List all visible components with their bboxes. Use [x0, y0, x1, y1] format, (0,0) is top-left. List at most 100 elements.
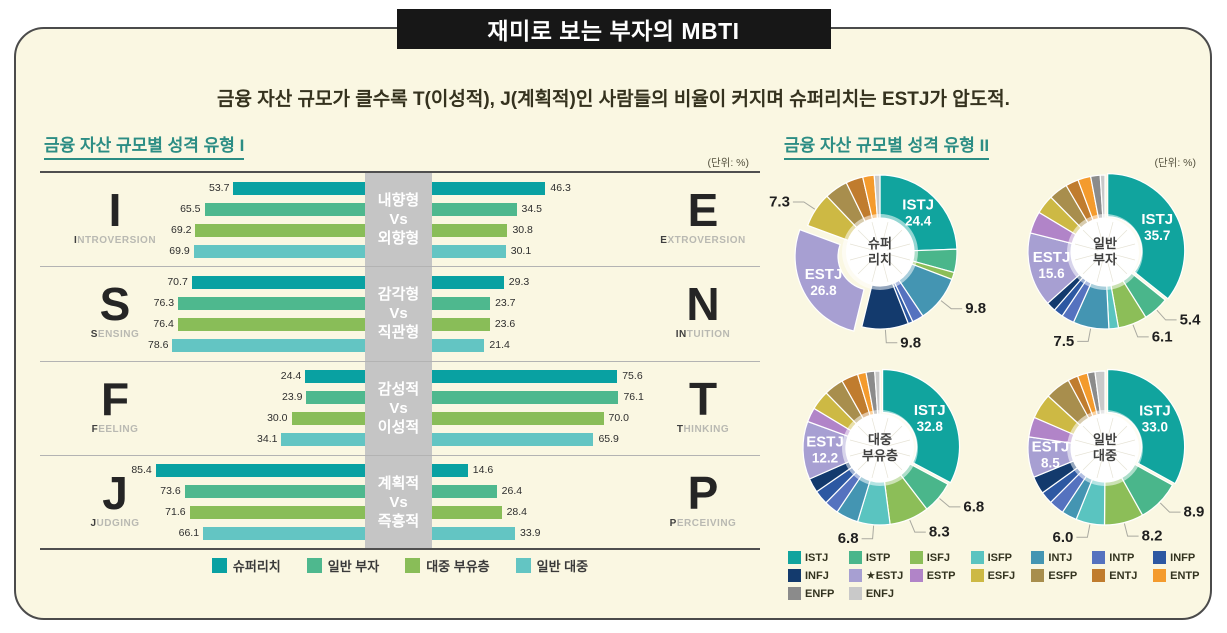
hole-texture-line [886, 439, 911, 447]
mbti-legend-item: INTJ [1031, 551, 1090, 564]
mbti-legend-label: ESTP [926, 569, 956, 582]
legend-item: 대중 부유층 [405, 556, 490, 575]
slice-inside-label: ESTJ 26.8 [805, 266, 843, 298]
mbti-legend-label: INTP [1109, 551, 1135, 564]
hole-texture-line [1109, 256, 1128, 275]
hole-texture-line [1082, 256, 1101, 275]
bar-left [204, 202, 365, 216]
hole-texture-line [857, 425, 876, 444]
group-separator [40, 266, 760, 268]
hole-texture-line [849, 449, 874, 457]
callout-line [1123, 523, 1139, 537]
donut-super-rich: 9.8 9.8 7.3 ISTJ 24.4 ESTJ 26.8 슈퍼리치 [769, 174, 986, 352]
callout-line [909, 519, 926, 533]
vs-labels: 감성적 Vs 이성적 [377, 380, 420, 436]
mbti-legend-swatch [788, 569, 801, 582]
bar-value-label: 28.4 [506, 506, 528, 519]
bar-left [155, 464, 365, 478]
donut-center-label: 슈퍼 [868, 236, 892, 251]
hole-texture-line [1106, 221, 1114, 246]
trait-letter-left: S SENSING [40, 281, 190, 340]
bar-left [195, 223, 365, 237]
mbti-legend-item: ISTP [848, 551, 908, 564]
mbti-legend-swatch [1153, 551, 1167, 564]
slice-inside-label: ISTJ 32.8 [914, 402, 946, 434]
mbti-legend-item: ★ESTJ [848, 569, 908, 582]
trait-word: INTUITION [675, 329, 731, 341]
callouts: 9.8 9.8 7.3 [769, 194, 986, 352]
personality-bar-chart: I INTROVERSION E EXTROVERSION 내향형 Vs 외향형 53.7 65… [40, 171, 760, 550]
mbti-legend-item: INTP [1092, 551, 1151, 564]
mbti-legend-swatch [909, 569, 923, 582]
callout-line [939, 498, 961, 508]
bar-right [432, 527, 516, 541]
hole-texture-line [1074, 243, 1099, 251]
title-bar: 재미로 보는 부자의 MBTI [396, 9, 831, 49]
hole-texture-line [884, 229, 903, 248]
bar-value-label: 33.9 [520, 527, 541, 540]
hole-texture-line [1109, 425, 1128, 444]
donut-center-label: 리치 [868, 252, 892, 267]
trait-word: EXTROVERSION [660, 235, 746, 246]
trait-letter-left: F FEELING [40, 376, 190, 435]
trait-word: INTROVERSION [73, 235, 157, 246]
bar-right [432, 317, 490, 331]
hole-texture-line [871, 417, 879, 442]
bar-left [184, 485, 365, 499]
bar-left [172, 338, 365, 352]
mbti-legend-item: ENFP [788, 587, 847, 600]
bar-value-label: 23.6 [494, 317, 516, 330]
bar-value-label: 71.6 [165, 506, 186, 519]
trait-word: THINKING [676, 423, 730, 435]
hole-texture-line [1111, 253, 1136, 261]
callout-value: 6.8 [838, 530, 859, 547]
mbti-legend-label: ESFJ [987, 569, 1016, 582]
mbti-legend-item: ENTJ [1092, 569, 1151, 582]
bar-left [177, 317, 365, 331]
hole-texture-line [857, 229, 876, 248]
donut-center-label: 대중 [868, 432, 892, 447]
trait-word: SENSING [90, 329, 140, 341]
bar-right [432, 506, 502, 520]
mbti-legend-swatch [848, 551, 862, 564]
mbti-legend-item: ENTP [1153, 569, 1212, 582]
bar-left [203, 527, 365, 541]
bar-right [432, 433, 594, 446]
trait-letter: T [688, 372, 718, 425]
hole-texture-line [849, 253, 874, 261]
slice-inside-label: ISTJ 35.7 [1141, 211, 1173, 243]
bar-value-label: 30.8 [512, 223, 533, 236]
donut-center-label: 부자 [1093, 252, 1117, 267]
donut-center-label: 일반 [1093, 432, 1117, 447]
callout-value: 8.3 [929, 524, 950, 541]
hole-texture-line [1106, 417, 1114, 442]
hole-texture-line [857, 452, 876, 471]
mbti-legend-swatch [1092, 551, 1106, 564]
mbti-legend-swatch [970, 551, 984, 564]
legend-label: 일반 부자 [327, 559, 380, 574]
hole-texture-line [881, 417, 889, 442]
donut-charts-svg: 9.8 9.8 7.3 ISTJ 24.4 ESTJ 26.8 슈퍼리치 5.4 6.1 7.5 IS… [769, 173, 1204, 547]
bar-value-label: 14.6 [472, 464, 494, 477]
hole-texture-line [884, 256, 903, 275]
callouts: 8.9 8.2 6.0 [1053, 502, 1204, 546]
trait-letter-right: E EXTROVERSION [628, 187, 778, 246]
legend-swatch [306, 558, 322, 573]
legend-swatch [405, 558, 421, 573]
trait-word: JUDGING [90, 517, 140, 529]
mbti-legend-label: INFJ [805, 569, 829, 582]
callout-value: 7.5 [1053, 333, 1074, 350]
bar-right [432, 244, 506, 258]
slice-inside-label: ESTJ 8.5 [1032, 439, 1070, 471]
mbti-legend-label: ISTJ [805, 551, 829, 564]
bar-value-label: 69.9 [169, 244, 190, 257]
bar-value-label: 53.7 [208, 181, 230, 194]
bar-left [193, 244, 365, 258]
mbti-legend-label: ENTJ [1109, 569, 1138, 582]
mbti-legend-item: INFP [1153, 551, 1212, 564]
trait-letter: F [100, 372, 130, 425]
mbti-legend-item: ISFJ [909, 551, 969, 564]
legend-swatch [211, 558, 227, 573]
callout-line [884, 329, 898, 344]
